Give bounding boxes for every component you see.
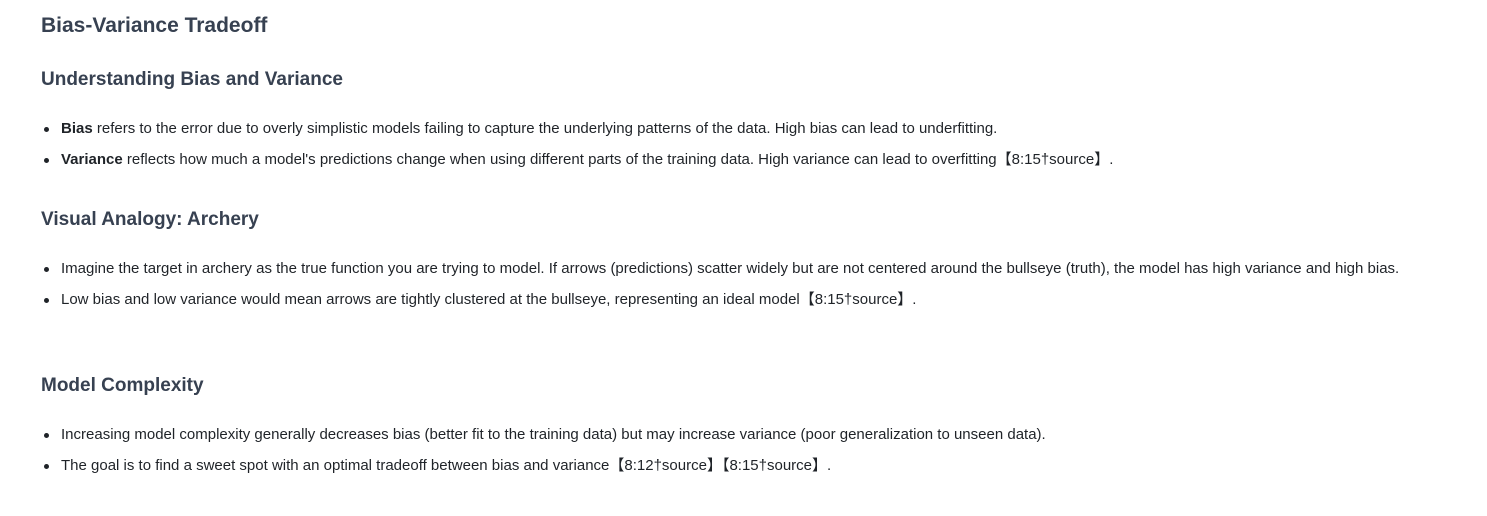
section-list-archery: Imagine the target in archery as the tru… (41, 256, 1481, 313)
term-variance: Variance (61, 151, 123, 168)
bullet-icon (44, 464, 49, 469)
section-heading-bias-variance: Understanding Bias and Variance (41, 69, 343, 90)
item-text: Increasing model complexity generally de… (61, 426, 1046, 443)
item-text: refers to the error due to overly simpli… (92, 120, 998, 137)
list-item: Low bias and low variance would mean arr… (41, 287, 1481, 313)
section-list-bias-variance: Bias refers to the error due to overly s… (41, 116, 1481, 173)
item-text: Low bias and low variance would mean arr… (61, 291, 917, 308)
list-item: Variance reflects how much a model's pre… (41, 147, 1481, 173)
list-item: Increasing model complexity generally de… (41, 422, 1481, 448)
term-bias: Bias (61, 120, 93, 137)
bullet-icon (44, 267, 49, 272)
item-text: reflects how much a model's predictions … (122, 151, 1114, 168)
item-text: Imagine the target in archery as the tru… (61, 260, 1400, 277)
item-text: The goal is to find a sweet spot with an… (61, 457, 832, 474)
page-title: Bias-Variance Tradeoff (41, 14, 268, 37)
list-item: Imagine the target in archery as the tru… (41, 256, 1481, 282)
bullet-icon (44, 298, 49, 303)
bullet-icon (44, 433, 49, 438)
bullet-icon (44, 158, 49, 163)
bullet-icon (44, 127, 49, 132)
section-list-model-complexity: Increasing model complexity generally de… (41, 422, 1481, 479)
list-item: Bias refers to the error due to overly s… (41, 116, 1481, 142)
section-heading-archery: Visual Analogy: Archery (41, 209, 259, 230)
section-heading-model-complexity: Model Complexity (41, 375, 204, 396)
list-item: The goal is to find a sweet spot with an… (41, 453, 1481, 479)
